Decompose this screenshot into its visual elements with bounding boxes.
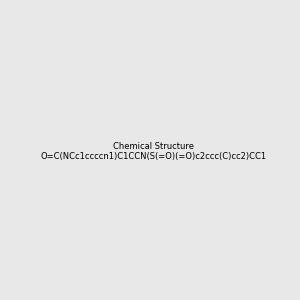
Text: Chemical Structure
O=C(NCc1ccccn1)C1CCN(S(=O)(=O)c2ccc(C)cc2)CC1: Chemical Structure O=C(NCc1ccccn1)C1CCN(… xyxy=(41,142,267,161)
